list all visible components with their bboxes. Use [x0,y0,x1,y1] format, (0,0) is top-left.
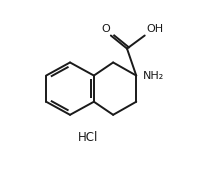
Text: O: O [101,24,109,34]
Text: NH₂: NH₂ [142,70,163,81]
Text: HCl: HCl [77,131,98,144]
Text: OH: OH [145,24,163,34]
